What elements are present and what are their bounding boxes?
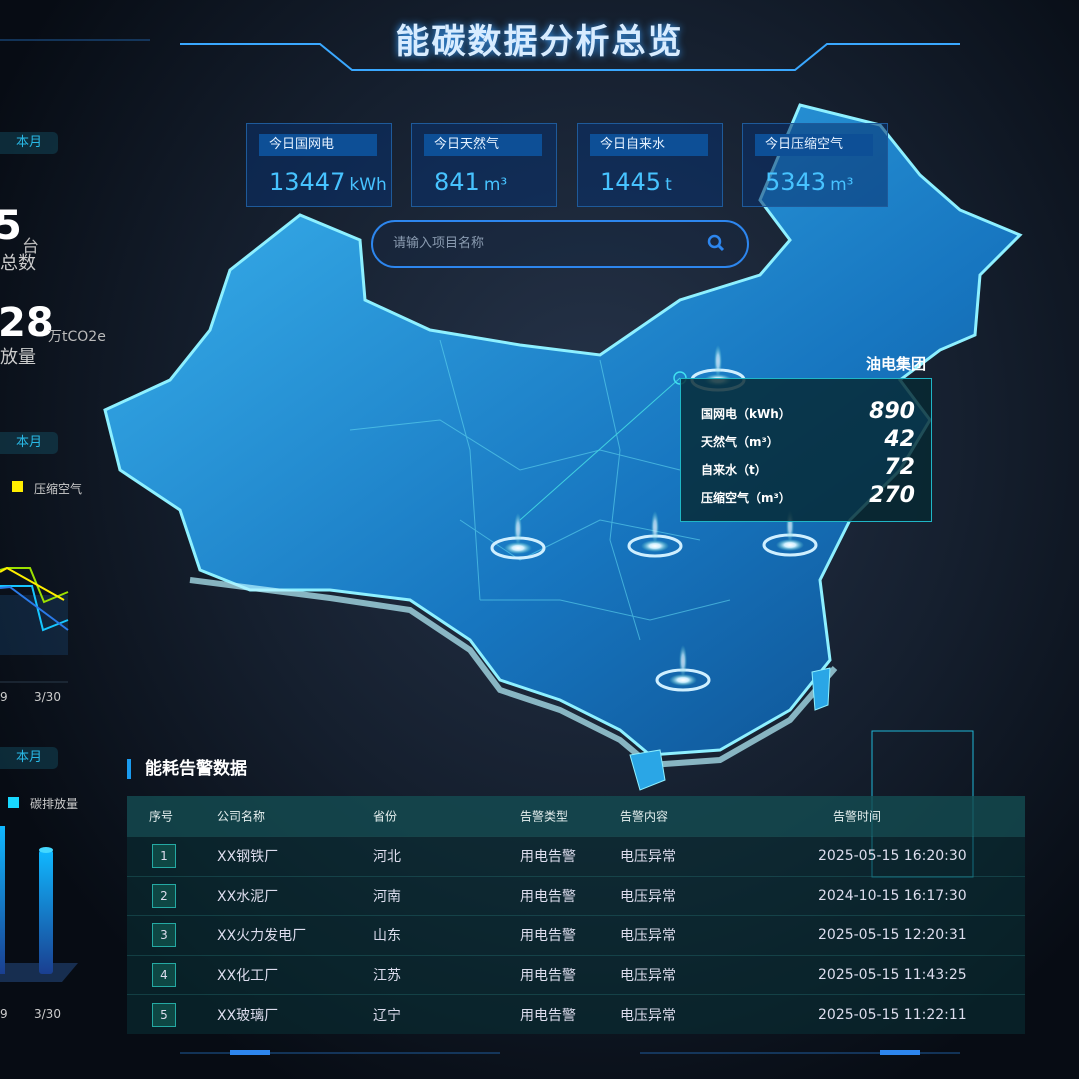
map-tooltip: 国网电（kWh） 890 天然气（m³） 42 自来水（t） 72 压缩空气（m³） 2… (680, 378, 932, 522)
table-cell: 2025-05-15 11:22:11 (818, 1006, 967, 1023)
legend-label: 压缩空气 (34, 482, 83, 496)
row-index-badge: 3 (152, 923, 176, 948)
column-header: 告警类型 (520, 809, 569, 824)
table-row[interactable]: 5 XX玻璃厂 辽宁 用电告警 电压异常 2025-05-15 11:22:11 (127, 994, 1025, 1034)
period-tab-1[interactable]: 本月 (0, 132, 58, 154)
table-cell: XX化工厂 (217, 968, 279, 985)
tooltip-value: 42 (884, 427, 915, 452)
stat-label: 今日自来水 (590, 134, 708, 156)
stat-value: 13447 kWh (269, 168, 387, 196)
device-label: 总数 (0, 253, 36, 274)
column-header: 告警时间 (833, 809, 882, 824)
table-cell: 电压异常 (620, 1007, 676, 1024)
table-body: 1 XX钢铁厂 河北 用电告警 电压异常 2025-05-15 16:20:30 2 XX水泥… (127, 836, 1025, 1034)
table-cell: 电压异常 (620, 849, 676, 866)
table-cell: 2024-10-15 16:17:30 (818, 887, 967, 904)
column-header: 省份 (373, 809, 398, 824)
header: 能碳数据分析总览 (0, 0, 1079, 80)
stat-card-grid-power: 今日国网电 13447 kWh (246, 123, 392, 207)
tooltip-group-name: 油电集团 (866, 355, 927, 373)
tooltip-label: 自来水（t） (701, 463, 767, 477)
emission-unit: 万tCO2e (48, 329, 106, 345)
table-cell: 辽宁 (373, 1007, 401, 1024)
emission-value: 28 (0, 300, 54, 346)
tooltip-value: 890 (869, 399, 915, 424)
table-cell: XX玻璃厂 (217, 1007, 279, 1024)
bar (0, 826, 5, 974)
stat-label: 今日天然气 (424, 134, 542, 156)
tooltip-label: 国网电（kWh） (701, 407, 791, 421)
column-header: 序号 (149, 809, 174, 824)
row-index-badge: 2 (152, 883, 176, 908)
map-markers (490, 345, 818, 692)
table-row[interactable]: 3 XX火力发电厂 山东 用电告警 电压异常 2025-05-15 12:20:31 (127, 915, 1025, 955)
row-index-badge: 1 (152, 844, 176, 869)
alarm-table: 序号 公司名称 省份 告警类型 告警内容 告警时间 1 XX钢铁厂 河北 用电告警 电压… (127, 796, 1025, 1034)
table-cell: 电压异常 (620, 968, 676, 985)
table-cell: 用电告警 (520, 968, 576, 985)
table-cell: 电压异常 (620, 928, 676, 945)
row-index-badge: 4 (152, 963, 176, 988)
stat-value: 841 m³ (434, 168, 508, 196)
stat-value: 5343 m³ (765, 168, 854, 196)
x-tick: 3/30 (34, 1007, 61, 1021)
table-cell: 用电告警 (520, 1007, 576, 1024)
x-tick: 9 (0, 690, 8, 704)
emission-label: 放量 (0, 347, 36, 368)
table-cell: 2025-05-15 16:20:30 (818, 848, 967, 865)
stat-card-compressed-air: 今日压缩空气 5343 m³ (742, 123, 888, 207)
table-row[interactable]: 2 XX水泥厂 河南 用电告警 电压异常 2024-10-15 16:17:30 (127, 875, 1025, 916)
project-search[interactable] (371, 220, 749, 268)
bar-chart (0, 826, 78, 982)
stat-card-tap-water: 今日自来水 1445 t (577, 123, 723, 207)
search-icon[interactable] (707, 234, 725, 252)
table-row[interactable]: 1 XX钢铁厂 河北 用电告警 电压异常 2025-05-15 16:20:30 (127, 836, 1025, 876)
period-tab-2[interactable]: 本月 (0, 432, 58, 454)
tooltip-value: 270 (869, 483, 915, 508)
period-tab-3[interactable]: 本月 (0, 747, 58, 769)
table-cell: 用电告警 (520, 888, 576, 905)
device-unit: 台 (22, 237, 39, 257)
line-chart (0, 566, 69, 683)
table-cell: XX水泥厂 (217, 888, 279, 905)
column-header: 告警内容 (620, 809, 669, 824)
table-header: 序号 公司名称 省份 告警类型 告警内容 告警时间 (127, 796, 1025, 836)
legend-label: 碳排放量 (30, 797, 79, 811)
table-cell: 江苏 (373, 968, 401, 985)
stat-value: 1445 t (600, 168, 672, 196)
table-cell: 用电告警 (520, 849, 576, 866)
legend-swatch (8, 797, 19, 808)
tooltip-label: 压缩空气（m³） (701, 491, 791, 505)
line-series (0, 566, 65, 601)
table-cell: 河北 (373, 849, 401, 866)
table-cell: XX钢铁厂 (217, 849, 279, 866)
line-series (0, 585, 69, 631)
table-cell: XX火力发电厂 (217, 928, 307, 945)
column-header: 公司名称 (217, 809, 266, 824)
search-input[interactable] (393, 235, 693, 250)
legend-swatch (12, 481, 23, 492)
footer-decoration (180, 1050, 960, 1055)
table-cell: 用电告警 (520, 928, 576, 945)
table-cell: 电压异常 (620, 888, 676, 905)
alarm-section-title: 能耗告警数据 (127, 759, 247, 779)
tooltip-label: 天然气（m³） (701, 435, 779, 449)
device-count: 5 (0, 203, 22, 249)
table-cell: 2025-05-15 11:43:25 (818, 967, 967, 984)
stat-card-natural-gas: 今日天然气 841 m³ (411, 123, 557, 207)
x-tick: 3/30 (34, 690, 61, 704)
x-tick: 9 (0, 1007, 8, 1021)
tooltip-value: 72 (884, 455, 915, 480)
table-cell: 2025-05-15 12:20:31 (818, 927, 967, 944)
row-index-badge: 5 (152, 1002, 176, 1027)
stat-label: 今日压缩空气 (755, 134, 873, 156)
table-cell: 山东 (373, 928, 401, 945)
bar (39, 850, 53, 974)
page-title: 能碳数据分析总览 (395, 22, 684, 62)
table-row[interactable]: 4 XX化工厂 江苏 用电告警 电压异常 2025-05-15 11:43:25 (127, 954, 1025, 995)
table-cell: 河南 (373, 888, 401, 905)
stat-label: 今日国网电 (259, 134, 377, 156)
